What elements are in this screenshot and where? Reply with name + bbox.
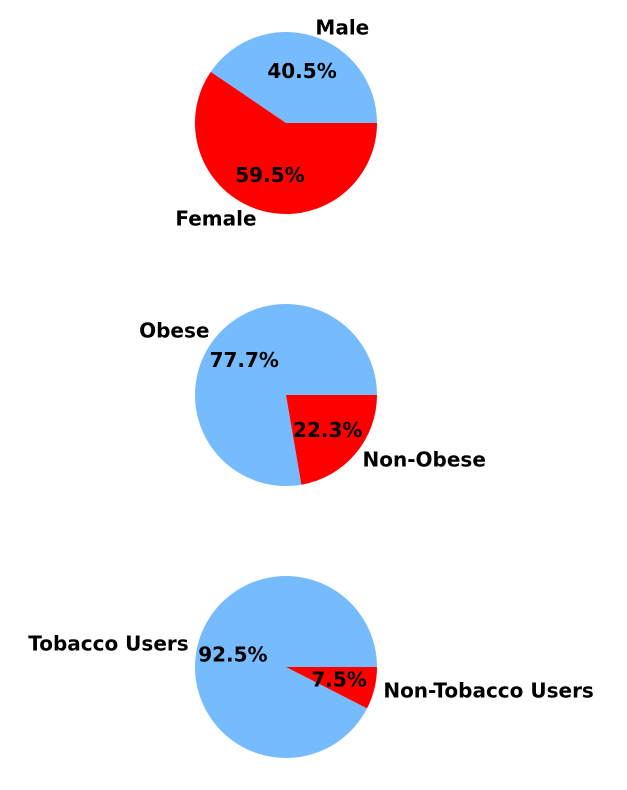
pie-category-label: Non-Obese	[363, 448, 486, 472]
pie-percent-label: 92.5%	[198, 642, 267, 666]
pie-slice-non-obese	[286, 395, 377, 485]
pie-percent-label: 7.5%	[311, 668, 366, 692]
pie-percent-label: 22.3%	[293, 418, 362, 442]
pie-percent-label: 40.5%	[267, 59, 336, 83]
pie-slice-non-tobacco-users	[286, 667, 377, 709]
pie-chart-3: Tobacco Users 92.5% Non-Tobacco Users 7.5%	[28, 576, 594, 759]
pie-chart-1: Male 40.5% Female 59.5%	[175, 15, 377, 231]
pie-category-label: Male	[315, 15, 369, 39]
pie-category-label: Obese	[139, 318, 209, 342]
pie-slice-male	[210, 32, 377, 123]
pie-percent-label: 59.5%	[235, 163, 304, 187]
pie-category-label: Female	[175, 207, 256, 231]
pie-category-label: Tobacco Users	[28, 632, 188, 656]
pie-category-label: Non-Tobacco Users	[383, 678, 594, 702]
pie-slice-female	[194, 71, 377, 215]
pie-percent-label: 77.7%	[210, 348, 279, 372]
